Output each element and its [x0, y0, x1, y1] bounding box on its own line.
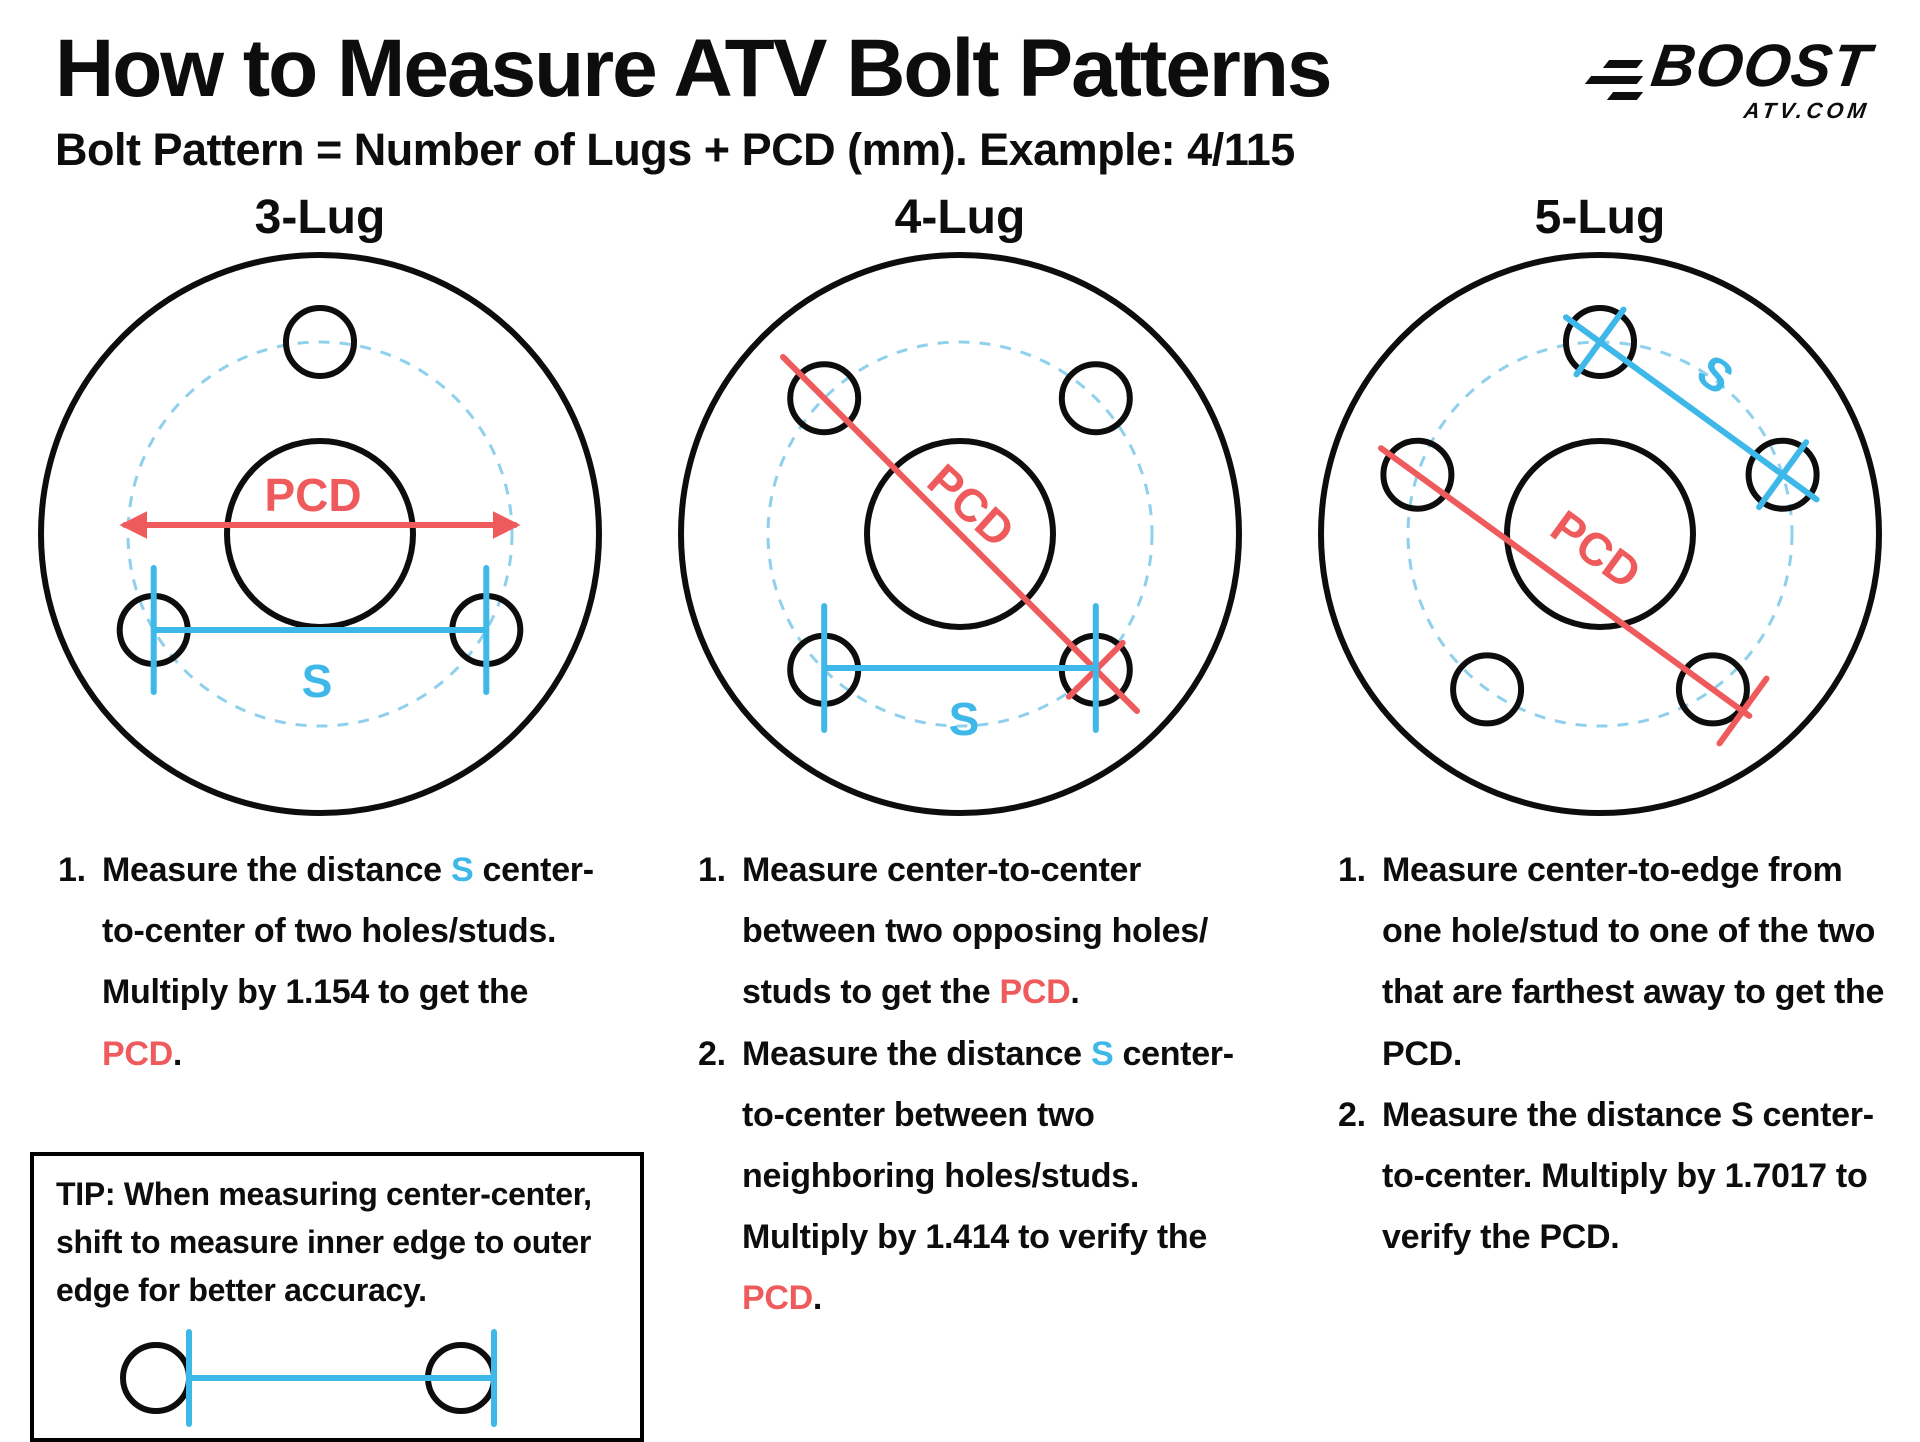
instructions-5lug: 1. Measure center-to-edge from one hole/s…	[1280, 840, 1920, 1330]
center-bore	[864, 438, 1056, 631]
instruction-number: 2.	[698, 1034, 726, 1073]
logo-boost-text: BOOST	[1647, 32, 1875, 99]
instructions-row: 1. Measure the distance S center-to-cente…	[0, 840, 1920, 1330]
s-label: S	[1688, 344, 1743, 404]
instruction-item: 1. Measure center-to-center between two o…	[698, 840, 1252, 1024]
instruction-item: 2. Measure the distance S center-to-cente…	[698, 1024, 1252, 1330]
wheel-outer-circle	[678, 252, 1242, 817]
diagram-heading-5lug: 5-Lug	[1534, 191, 1666, 245]
pcd-line	[1378, 445, 1753, 719]
diagram-heading-3lug: 3-Lug	[254, 191, 386, 245]
lug-hole	[1058, 361, 1133, 436]
three-lug-diagram: PCD S	[38, 252, 602, 817]
pcd-line	[780, 354, 1140, 715]
lug-hole	[283, 305, 357, 380]
tip-measurement-diagram	[120, 1329, 497, 1427]
s-label: S	[302, 655, 333, 707]
s-tick	[1573, 306, 1627, 378]
four-lug-diagram: PCD S	[678, 252, 1242, 817]
pcd-label: PCD	[264, 469, 361, 521]
diagram-row: 3-Lug PCD S 4-Lug	[0, 190, 1920, 824]
instruction-number: 1.	[698, 851, 726, 890]
boost-atv-logo: BOOST ATV.COM	[1584, 32, 1875, 124]
instruction-text: Measure center-to-center between two opp…	[742, 851, 1209, 1012]
pcd-dashed-circle	[766, 340, 1154, 728]
center-bore	[1504, 438, 1696, 631]
lug-hole	[1675, 652, 1750, 727]
wheel-outer-circle	[38, 252, 602, 817]
tip-text: TIP: When measuring center-center, shift…	[56, 1176, 592, 1308]
instruction-item: 1. Measure center-to-edge from one hole/s…	[1338, 840, 1892, 1085]
lug-hole	[787, 361, 862, 436]
lug-hole	[1450, 652, 1525, 727]
instruction-text: Measure the distance S center-to-center.…	[1382, 1095, 1874, 1257]
s-label: S	[949, 693, 980, 745]
instructions-4lug: 1. Measure center-to-center between two o…	[640, 840, 1280, 1330]
speed-lines-icon	[1584, 60, 1643, 100]
pcd-tick	[1716, 675, 1770, 747]
instruction-text: Measure the distance S center-to-center …	[742, 1034, 1234, 1318]
five-lug-diagram: S PCD	[1318, 252, 1882, 817]
pcd-label: PCD	[1542, 500, 1651, 599]
page-subtitle: Bolt Pattern = Number of Lugs + PCD (mm)…	[55, 124, 1295, 176]
lug-hole	[1380, 437, 1455, 512]
diagram-column-4lug: 4-Lug PCD S	[640, 190, 1280, 824]
logo-words: BOOST ATV.COM	[1647, 32, 1875, 124]
header: How to Measure ATV Bolt Patterns Bolt Pa…	[0, 0, 1920, 176]
diagram-column-3lug: 3-Lug PCD S	[0, 190, 640, 824]
instruction-text: Measure the distance S center-to-center …	[102, 851, 594, 1073]
diagram-column-5lug: 5-Lug S PCD	[1280, 190, 1920, 824]
s-tick	[1756, 439, 1810, 511]
page-title: How to Measure ATV Bolt Patterns	[55, 23, 1333, 114]
lug-hole	[120, 1342, 192, 1414]
diagram-heading-4lug: 4-Lug	[894, 191, 1026, 245]
instruction-text: Measure center-to-edge from one hole/stu…	[1382, 851, 1885, 1073]
instruction-number: 2.	[1338, 1095, 1366, 1134]
instruction-number: 1.	[1338, 851, 1366, 890]
instructions-3lug: 1. Measure the distance S center-to-cente…	[0, 840, 640, 1330]
lug-hole	[1745, 437, 1820, 512]
instruction-number: 1.	[58, 851, 86, 890]
instruction-item: 2. Measure the distance S center-to-cente…	[1338, 1085, 1892, 1269]
s-line	[1563, 314, 1820, 503]
instruction-item: 1. Measure the distance S center-to-cente…	[58, 840, 612, 1085]
wheel-outer-circle	[1318, 252, 1882, 817]
logo-atvcom-text: ATV.COM	[1742, 98, 1872, 123]
lug-hole	[1563, 305, 1637, 380]
tip-box: TIP: When measuring center-center, shift…	[30, 1152, 644, 1442]
